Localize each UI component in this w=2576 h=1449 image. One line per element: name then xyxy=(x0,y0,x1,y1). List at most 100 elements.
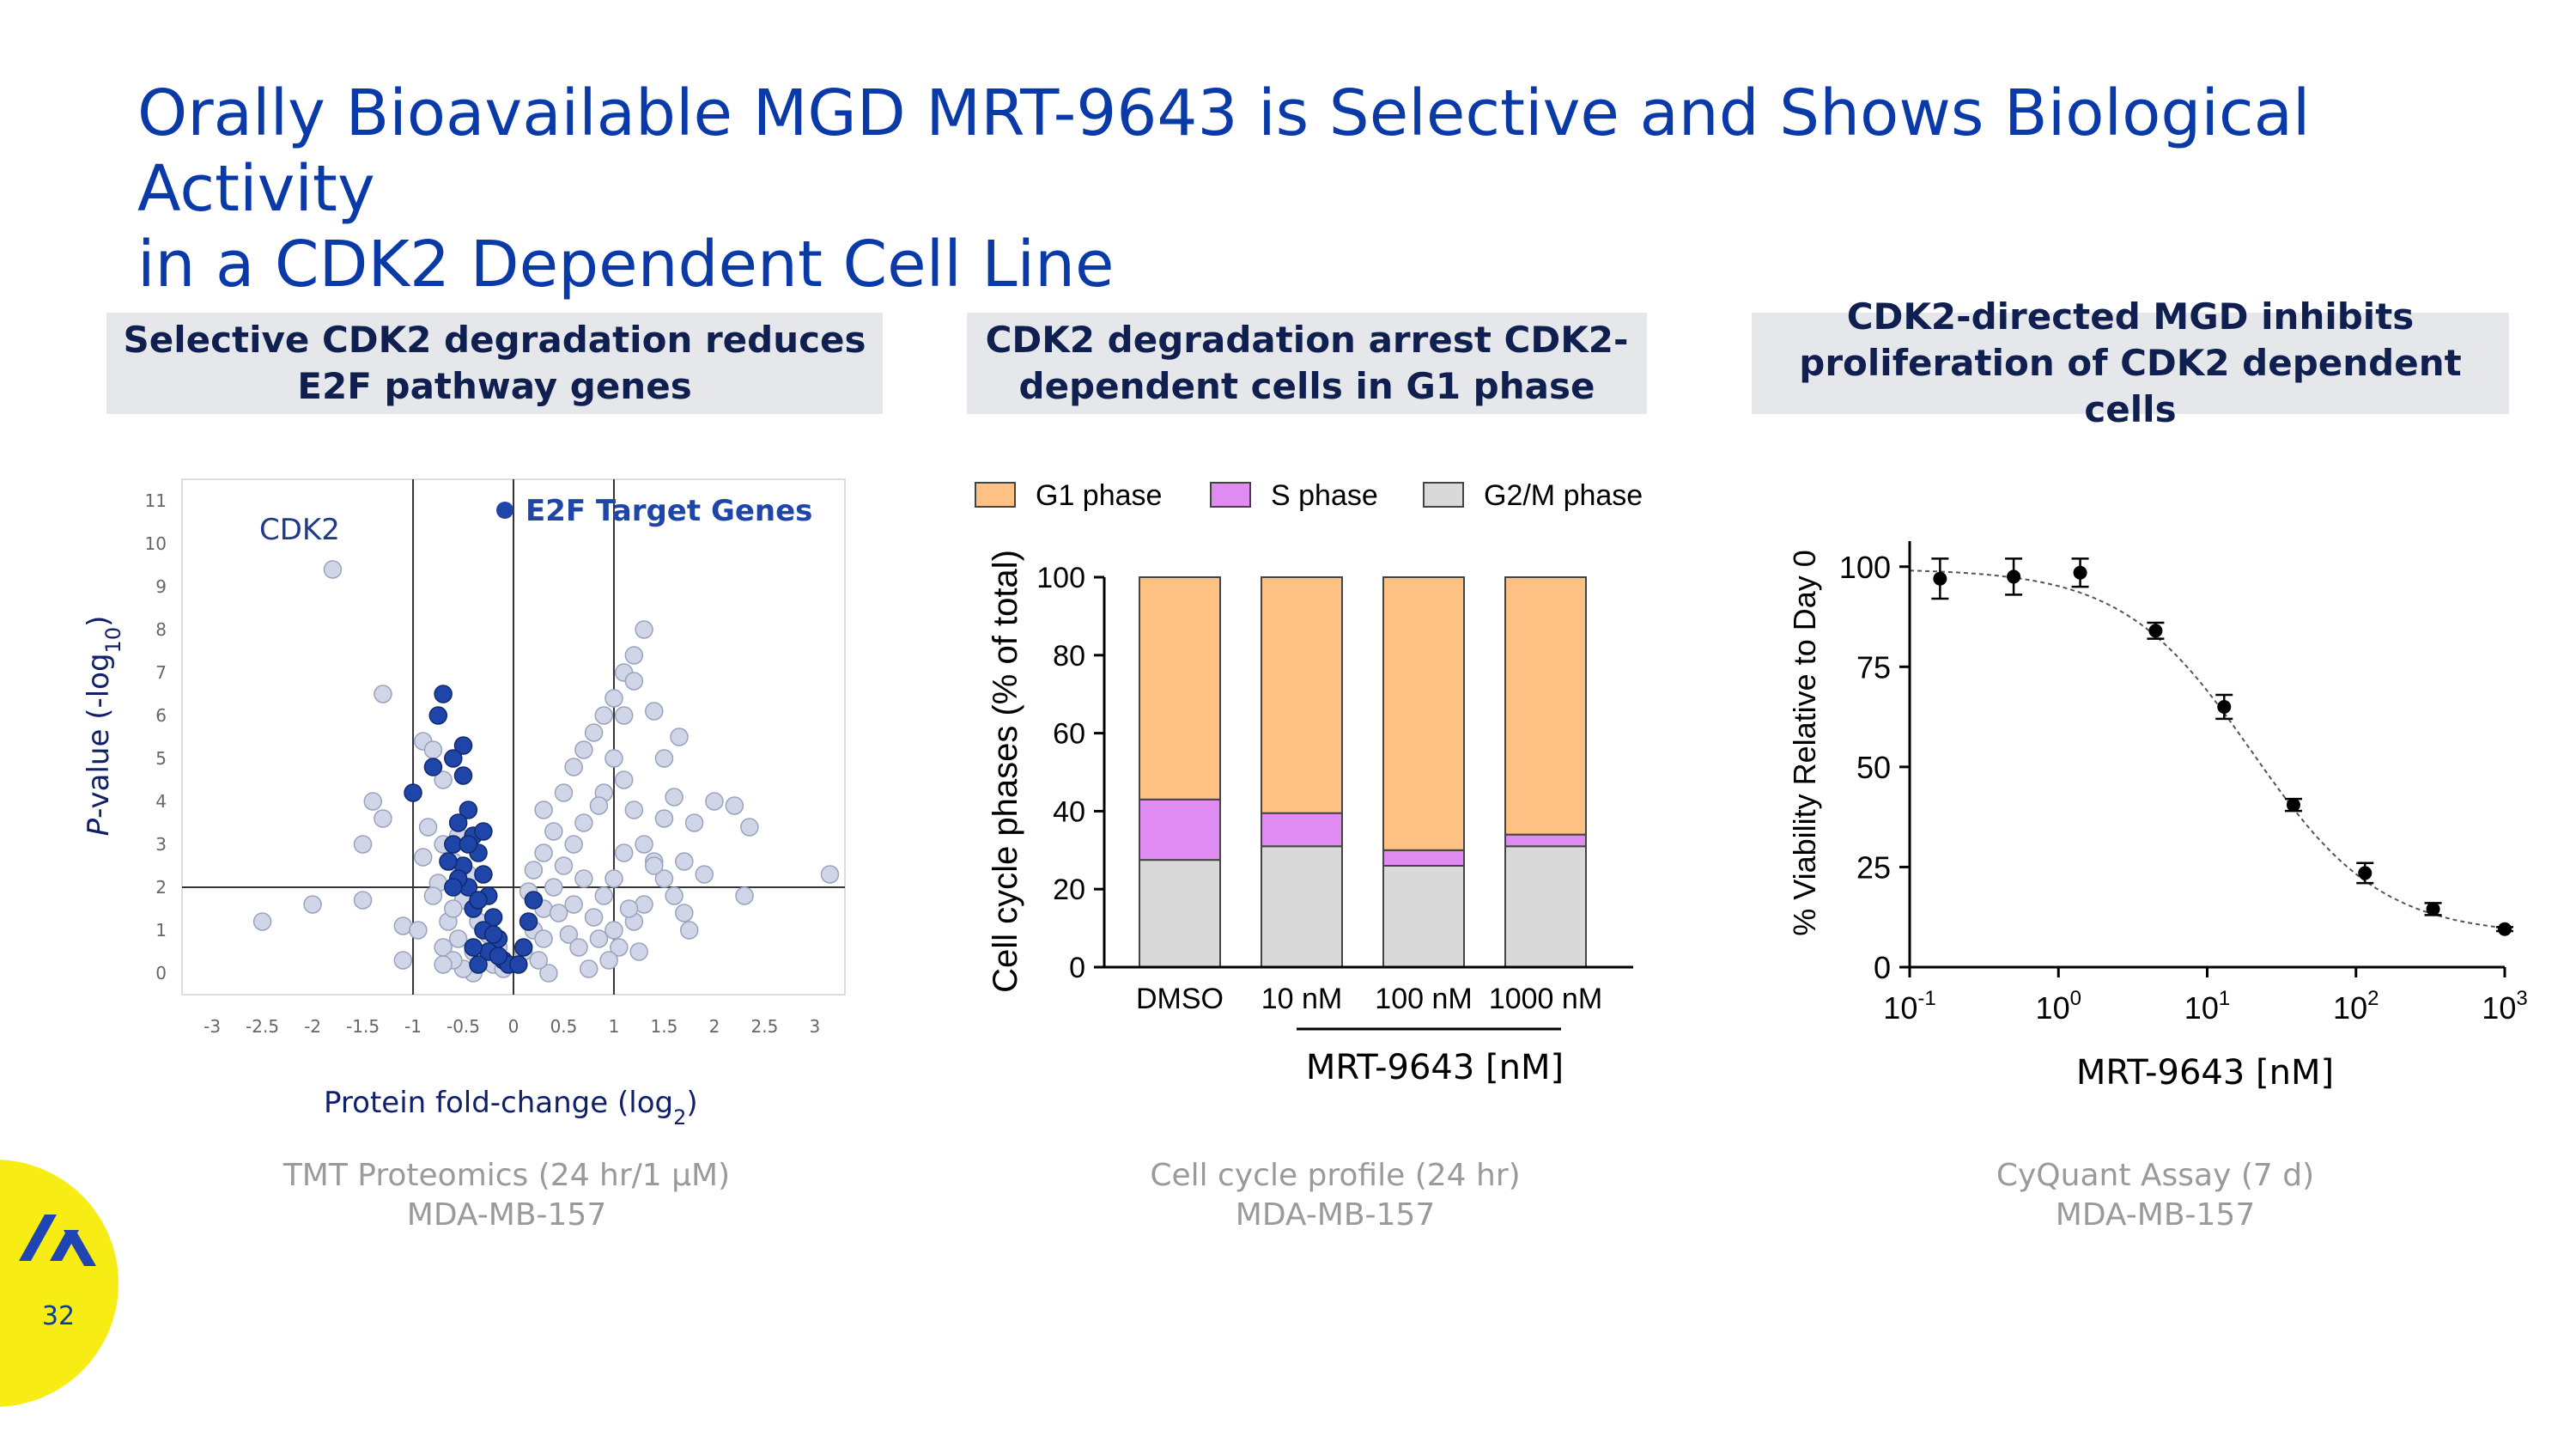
protein-point xyxy=(589,796,609,815)
caption-line1: CyQuant Assay (7 d) xyxy=(1996,1158,2315,1193)
protein-point xyxy=(584,908,604,927)
protein-point xyxy=(645,702,664,721)
protein-point xyxy=(524,861,544,880)
e2f-point xyxy=(483,925,503,944)
y-tick-label: 100 xyxy=(1036,562,1085,594)
e2f-point xyxy=(509,955,528,974)
legend-swatch xyxy=(1210,482,1251,508)
protein-point xyxy=(544,878,563,897)
protein-point xyxy=(624,672,644,691)
caption-line2: MDA-MB-157 xyxy=(1235,1197,1436,1233)
protein-point xyxy=(605,749,623,768)
page-number: 32 xyxy=(41,1301,76,1331)
protein-point xyxy=(393,951,413,970)
y-tick-label: 1 xyxy=(155,920,167,941)
x-tick-label: -1 xyxy=(404,1016,422,1037)
protein-point xyxy=(584,723,604,742)
e2f-point xyxy=(459,801,478,819)
y-tick-label: 6 xyxy=(155,705,167,726)
caption-line1: Cell cycle profile (24 hr) xyxy=(1150,1158,1521,1193)
protein-point xyxy=(614,706,634,725)
data-point xyxy=(2358,866,2372,880)
y-tick-label: 50 xyxy=(1856,750,1891,785)
y-tick-label: 5 xyxy=(155,748,167,769)
bar-segment-g1-phase xyxy=(1261,576,1343,814)
legend-label: G2/M phase xyxy=(1484,479,1643,512)
protein-point xyxy=(363,792,382,811)
protein-point xyxy=(619,899,639,918)
y-tick-label: 8 xyxy=(155,619,167,640)
legend-marker-e2f xyxy=(496,502,513,519)
protein-point xyxy=(569,938,588,957)
data-point xyxy=(2426,902,2440,916)
panel-header-cell-cycle: CDK2 degradation arrest CDK2- dependent … xyxy=(967,313,1647,414)
x-tick-label: 2.5 xyxy=(751,1016,779,1037)
data-point xyxy=(2286,798,2300,813)
data-point xyxy=(1933,571,1947,586)
e2f-point xyxy=(404,783,422,802)
y-tick-label: 7 xyxy=(155,662,167,683)
x-axis-title: MRT-9643 [nM] xyxy=(1306,1048,1564,1087)
bar-segment-g2-m-phase xyxy=(1261,845,1343,969)
bar-segment-s-phase xyxy=(1261,812,1343,848)
e2f-target-points xyxy=(404,685,544,974)
protein-point xyxy=(605,689,623,708)
threshold-lines xyxy=(182,479,845,995)
x-tick-label: 0.5 xyxy=(550,1016,578,1037)
x-tick-label: -2.5 xyxy=(246,1016,279,1037)
x-tick-label: 100 nM xyxy=(1375,983,1472,1015)
protein-point xyxy=(434,955,453,974)
y-tick-label: 3 xyxy=(155,834,167,855)
e2f-point xyxy=(519,912,538,931)
panel-header-line2: proliferation of CDK2 dependent cells xyxy=(1799,342,2462,430)
data-point xyxy=(2073,565,2087,580)
caption-viability: CyQuant Assay (7 d) MDA-MB-157 xyxy=(1898,1156,2413,1235)
protein-point xyxy=(589,929,609,948)
protein-point xyxy=(684,813,704,832)
protein-point xyxy=(594,886,614,905)
panel-header-viability: CDK2-directed MGD inhibits proliferation… xyxy=(1752,295,2509,430)
y-axis-title: % Viability Relative to Day 0 xyxy=(1787,550,1822,936)
volcano-plot: -3 -2.5 -2 -1.5 -1 -0.5 0 0.5 1 1.5 2 2.5 3 0 1 2 3 4 5 6 7… xyxy=(82,478,846,1129)
protein-point xyxy=(675,904,694,922)
e2f-point xyxy=(464,938,483,957)
x-tick-label: 0 xyxy=(508,1016,519,1037)
protein-point xyxy=(705,792,724,811)
protein-point xyxy=(594,706,614,725)
slide-title: Orally Bioavailable MGD MRT-9643 is Sele… xyxy=(137,76,2542,302)
y-ticks: 0 20 40 60 80 100 xyxy=(1036,562,1104,984)
x-tick-label: 103 xyxy=(2482,987,2527,1026)
x-tick-label: 100 xyxy=(2036,987,2081,1026)
bars xyxy=(1139,576,1587,969)
y-tick-label: 60 xyxy=(1053,718,1085,751)
protein-point xyxy=(574,813,593,832)
protein-point xyxy=(549,904,568,922)
data-points xyxy=(1933,565,2512,936)
y-tick-label: 40 xyxy=(1053,795,1085,828)
protein-point xyxy=(605,869,623,888)
protein-point xyxy=(554,856,574,875)
protein-point xyxy=(614,770,634,789)
x-ticks: 10-1 100 101 102 103 xyxy=(1883,967,2528,1026)
y-tick-label: 100 xyxy=(1839,550,1891,585)
panel-header-line1: CDK2-directed MGD inhibits xyxy=(1846,295,2415,338)
y-tick-label: 10 xyxy=(145,533,167,554)
y-tick-label: 2 xyxy=(155,877,167,898)
y-tick-label: 0 xyxy=(1874,950,1891,985)
x-tick-labels: -3 -2.5 -2 -1.5 -1 -0.5 0 0.5 1 1.5 2 2.5 3 xyxy=(204,1016,820,1037)
e2f-point xyxy=(469,891,488,910)
x-tick-label: 101 xyxy=(2184,987,2230,1026)
e2f-point xyxy=(453,766,473,785)
protein-point xyxy=(434,770,453,789)
legend-label: G1 phase xyxy=(1036,479,1162,512)
bar-segment-s-phase xyxy=(1382,849,1465,867)
bar-segment-g1-phase xyxy=(1139,576,1221,801)
protein-point xyxy=(413,848,433,867)
protein-point xyxy=(635,620,653,639)
e2f-point xyxy=(469,955,488,974)
e2f-point xyxy=(474,822,493,841)
protein-point xyxy=(735,886,754,905)
x-tick-label: -2 xyxy=(304,1016,321,1037)
data-point xyxy=(2007,569,2021,584)
protein-point xyxy=(252,912,272,931)
